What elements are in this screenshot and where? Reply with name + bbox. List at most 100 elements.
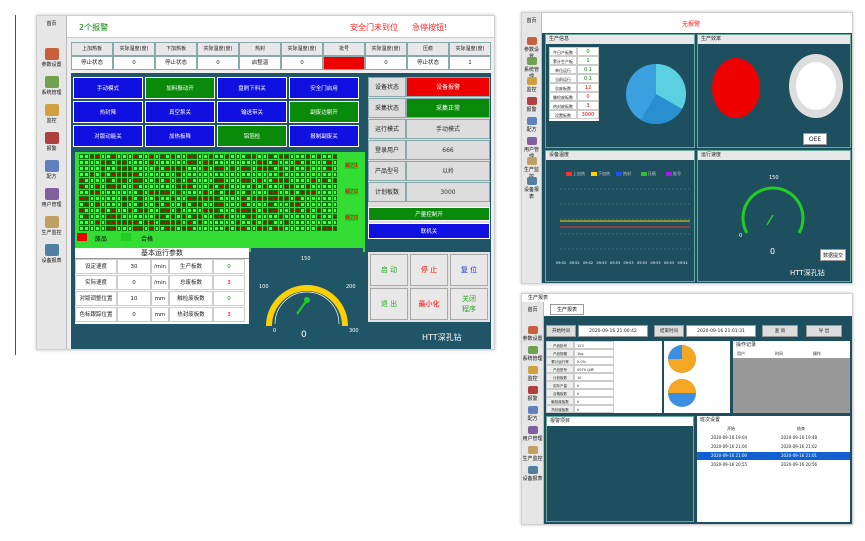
cavity-cell xyxy=(192,208,197,213)
sidebar-item[interactable]: 报警 xyxy=(522,97,541,113)
sidebar-item[interactable]: 配方 xyxy=(522,406,543,422)
sidebar-item[interactable]: 监控 xyxy=(522,366,543,382)
cavity-cell xyxy=(181,184,187,189)
shift-row[interactable]: 2020-09-16 19:04 2020-09-16 19:48 xyxy=(697,434,850,442)
sidebar-item[interactable]: 用户管理 xyxy=(37,188,66,208)
param-cell: 3 xyxy=(213,275,245,290)
mode-button[interactable]: 安全门启用 xyxy=(289,77,359,99)
cavity-cell xyxy=(251,196,257,201)
cavity-cell xyxy=(219,160,224,165)
oee-button[interactable]: OEE xyxy=(803,133,827,145)
legend-swatch xyxy=(616,172,622,176)
cavity-cell xyxy=(89,220,95,225)
control-button[interactable]: 最小化 xyxy=(410,288,448,320)
cavity-cell xyxy=(160,196,165,201)
cavity-cell xyxy=(192,196,197,201)
sidebar-icon xyxy=(44,104,59,116)
shift-row[interactable]: 2020-09-16 20:55 2020-09-16 20:56 xyxy=(697,461,850,469)
sidebar-item[interactable]: 监控 xyxy=(37,104,66,124)
cavity-cell xyxy=(214,190,219,195)
control-button[interactable]: 退 出 xyxy=(370,288,408,320)
cavity-cell xyxy=(295,178,300,183)
mode-button[interactable]: 铝箔检 xyxy=(217,125,287,147)
cavity-cell xyxy=(327,184,332,189)
sidebar-item[interactable]: 系统管理 xyxy=(522,346,543,362)
mode-button[interactable]: 热封降 xyxy=(73,101,143,123)
sidebar-item[interactable]: 配方 xyxy=(37,160,66,180)
mode-button[interactable]: 手动模式 xyxy=(73,77,143,99)
mode-button[interactable]: 报制副废关 xyxy=(289,125,359,147)
param-cell[interactable]: 10 xyxy=(117,291,151,306)
sidebar-item[interactable]: 首页 xyxy=(522,306,543,313)
control-button[interactable]: 停 止 xyxy=(410,254,448,286)
online-button[interactable]: 联机关 xyxy=(368,223,490,239)
mode-button[interactable]: 副废边剔开 xyxy=(289,101,359,123)
cavity-cell xyxy=(230,190,235,195)
control-button[interactable]: 启 动 xyxy=(370,254,408,286)
export-button[interactable]: 导 出 xyxy=(806,325,842,337)
shift-row[interactable]: 2020-09-16 21:00 2020-09-16 21:01 xyxy=(697,452,850,460)
mode-button[interactable]: 加热板降 xyxy=(145,125,215,147)
cavity-cell xyxy=(257,196,262,201)
cavity-cell xyxy=(219,154,224,159)
sidebar-item[interactable]: 参数设置 xyxy=(37,48,66,68)
shift-row[interactable]: 2020-09-16 21:00 2020-09-16 21:02 xyxy=(697,443,850,451)
sidebar-item[interactable]: 设备报表 xyxy=(522,466,543,482)
cavity-cell xyxy=(170,154,176,159)
prod-info-table: 今日产板数 0 累计生产板 1 单位运行 0.1 当前运行 0.1 总废板数 12 触检废板数 0 热封… xyxy=(549,47,599,121)
param-cell[interactable]: 30 xyxy=(117,259,151,274)
control-button[interactable]: 复 位 xyxy=(450,254,488,286)
param-cell[interactable]: 0 xyxy=(117,307,151,322)
cavity-cell xyxy=(154,166,160,171)
cavity-cell xyxy=(208,208,214,213)
control-button[interactable]: 关闭 程序 xyxy=(450,288,488,320)
cavity-cell xyxy=(295,226,300,231)
sidebar-item-label: 用户管理 xyxy=(41,202,62,208)
temp-header: 下加热板 xyxy=(155,42,197,56)
cavity-cell xyxy=(322,214,327,219)
mode-button[interactable]: 输送带关 xyxy=(217,101,287,123)
sidebar-item[interactable]: 报警 xyxy=(37,132,66,152)
cavity-cell xyxy=(214,184,219,189)
cavity-cell xyxy=(192,160,197,165)
data-submit-button[interactable]: 数据提交 xyxy=(820,249,846,261)
mode-button[interactable]: 盘刷下料关 xyxy=(217,77,287,99)
param-cell[interactable]: 0 xyxy=(117,275,151,290)
sidebar-item[interactable]: 首页 xyxy=(522,17,541,24)
sidebar-item[interactable]: 系统管理 xyxy=(37,76,66,96)
cavity-cell xyxy=(106,196,111,201)
mode-button[interactable]: 对版动能关 xyxy=(73,125,143,147)
cavity-cell xyxy=(122,190,127,195)
cavity-cell xyxy=(100,154,106,159)
cavity-cell xyxy=(122,172,127,177)
sidebar-item[interactable]: 生产监控 xyxy=(37,216,66,236)
status-panel: 设备状态 设备报警 采集状态 采集正常 运行模式 手动模式 登录用户 666 产品型号 以岭 计划板… xyxy=(368,77,490,239)
sidebar-item[interactable]: 配方 xyxy=(522,117,541,133)
sidebar-item[interactable]: 首页 xyxy=(37,20,66,27)
param-cell: /min xyxy=(151,275,169,290)
mode-button[interactable]: 加料振动开 xyxy=(145,77,215,99)
cavity-cell xyxy=(143,154,149,159)
sidebar-3: 首页参数设置系统管理监控报警配方用户管理生产监控设备报表 xyxy=(522,302,544,524)
query-button[interactable]: 查 询 xyxy=(762,325,798,337)
output-control-button[interactable]: 产量控制开 xyxy=(368,207,490,221)
mode-button[interactable]: 真空泵关 xyxy=(145,101,215,123)
cavity-cell xyxy=(106,178,111,183)
sidebar-item[interactable]: 设备报表 xyxy=(37,244,66,264)
sidebar-item[interactable]: 生产监控 xyxy=(522,446,543,462)
end-value[interactable]: 2020-09-16 21:01:31 xyxy=(686,325,756,337)
sidebar-item-label: 参数设置 xyxy=(41,62,62,68)
svg-text:200: 200 xyxy=(346,284,356,290)
sidebar-item[interactable]: 设备报表 xyxy=(522,177,541,200)
sidebar-item[interactable]: 参数设置 xyxy=(522,326,543,342)
cavity-cell xyxy=(111,226,116,231)
cavity-cell xyxy=(251,202,257,207)
tab-report[interactable]: 生产报表 xyxy=(550,304,585,315)
cavity-cell xyxy=(251,160,257,165)
cavity-cell xyxy=(284,166,289,171)
sidebar-item[interactable]: 用户管理 xyxy=(522,426,543,442)
sidebar-item[interactable]: 报警 xyxy=(522,386,543,402)
sidebar-icon xyxy=(527,426,538,434)
start-value[interactable]: 2020-09-16 21:00:42 xyxy=(578,325,648,337)
sidebar-item[interactable]: 监控 xyxy=(522,77,541,93)
